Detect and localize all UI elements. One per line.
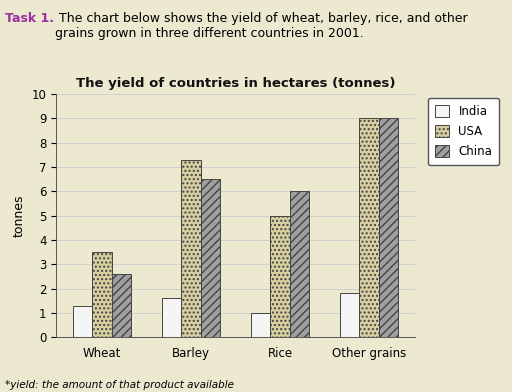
Bar <box>379 118 398 337</box>
Bar <box>162 298 181 337</box>
Y-axis label: tonnes: tonnes <box>13 194 26 237</box>
Text: The chart below shows the yield of wheat, barley, rice, and other
grains grown i: The chart below shows the yield of wheat… <box>55 12 468 40</box>
Bar <box>290 191 309 337</box>
Bar <box>73 305 92 337</box>
Bar <box>339 293 359 337</box>
Text: Task 1.: Task 1. <box>5 12 54 25</box>
Legend: India, USA, China: India, USA, China <box>428 98 499 165</box>
Title: The yield of countries in hectares (tonnes): The yield of countries in hectares (tonn… <box>76 77 395 90</box>
Bar <box>359 118 379 337</box>
Bar <box>92 252 112 337</box>
Bar <box>112 274 132 337</box>
Bar <box>201 179 220 337</box>
Bar <box>270 216 290 337</box>
Bar <box>181 160 201 337</box>
Text: *yield: the amount of that product available: *yield: the amount of that product avail… <box>5 380 234 390</box>
Bar <box>251 313 270 337</box>
